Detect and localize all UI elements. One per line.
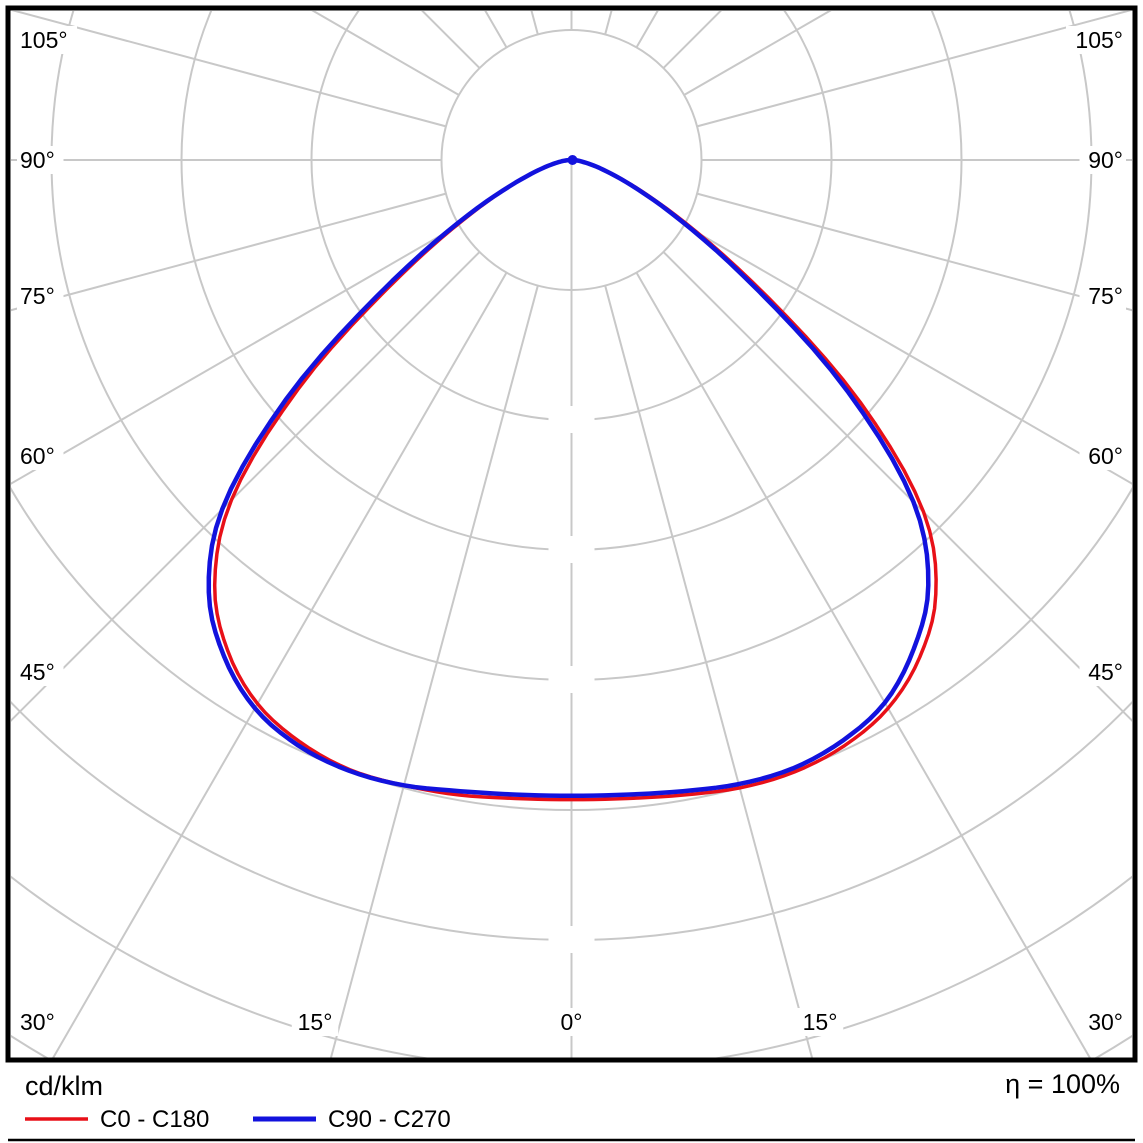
grid-radial [530, 11, 539, 35]
angle-label-bg [17, 282, 64, 310]
plot-frame [5, 5, 1138, 1063]
angle-label-bg [1079, 282, 1126, 310]
ring-label-box [548, 536, 595, 563]
grid-radial [11, 251, 481, 722]
angle-label: 45° [1088, 659, 1123, 685]
ring-label-box [548, 666, 595, 693]
grid-radial [11, 224, 460, 485]
angle-label: 30° [20, 1009, 55, 1035]
center-dot [567, 155, 578, 165]
angle-label-bg [1079, 146, 1126, 174]
angle-label: 0° [561, 1009, 583, 1035]
ring-label-box [548, 406, 595, 433]
angle-label-bg [1079, 1008, 1126, 1036]
angle-label: 90° [1088, 147, 1123, 173]
legend-label-c90-c270: C90 - C270 [328, 1106, 451, 1133]
angle-label-bg [796, 1008, 844, 1036]
angle-label-bg [17, 26, 77, 54]
efficiency-label: η = 100% [1005, 1069, 1120, 1099]
angle-label-bg [291, 1008, 339, 1036]
angle-label: 15° [803, 1009, 838, 1035]
angle-label-bg [17, 146, 64, 174]
ring-label-box [548, 926, 595, 953]
angle-label: 60° [1088, 443, 1123, 469]
legend: cd/klm η = 100% C0 - C180 C90 - C270 [8, 1069, 1135, 1142]
legend-label-c0-c180: C0 - C180 [100, 1106, 209, 1133]
angle-label: 75° [1088, 283, 1123, 309]
angle-label-bg [555, 1008, 588, 1036]
grid-radial [11, 192, 447, 312]
angle-label-bg [17, 442, 64, 470]
angle-label-bg [1066, 26, 1126, 54]
curve-c90-c270 [206, 157, 931, 798]
angle-label-bg [17, 658, 64, 686]
angle-label: 30° [1088, 1009, 1123, 1035]
grid-radial [635, 272, 1092, 1059]
grid-radial [51, 272, 508, 1059]
angle-label-bg [17, 1008, 64, 1036]
angle-label: 105° [20, 27, 68, 53]
grid-radial [11, 11, 447, 128]
angle-label-bg [1079, 442, 1126, 470]
angle-label-bg [1079, 658, 1126, 686]
grid-radial [329, 285, 539, 1059]
angle-label: 60° [20, 443, 55, 469]
grid-radial [662, 251, 1132, 722]
angle-label: 45° [20, 659, 55, 685]
grid-radial [683, 224, 1132, 485]
grid-radial [604, 11, 613, 35]
angle-label: 75° [20, 283, 55, 309]
curve-c0-c180 [212, 158, 938, 802]
grid-radial [696, 11, 1132, 128]
grid-radial [696, 192, 1132, 312]
units-label: cd/klm [25, 1071, 103, 1101]
angle-label: 105° [1075, 27, 1123, 53]
angle-label: 15° [298, 1009, 333, 1035]
grid-radial [604, 285, 814, 1059]
angle-label: 90° [20, 147, 55, 173]
